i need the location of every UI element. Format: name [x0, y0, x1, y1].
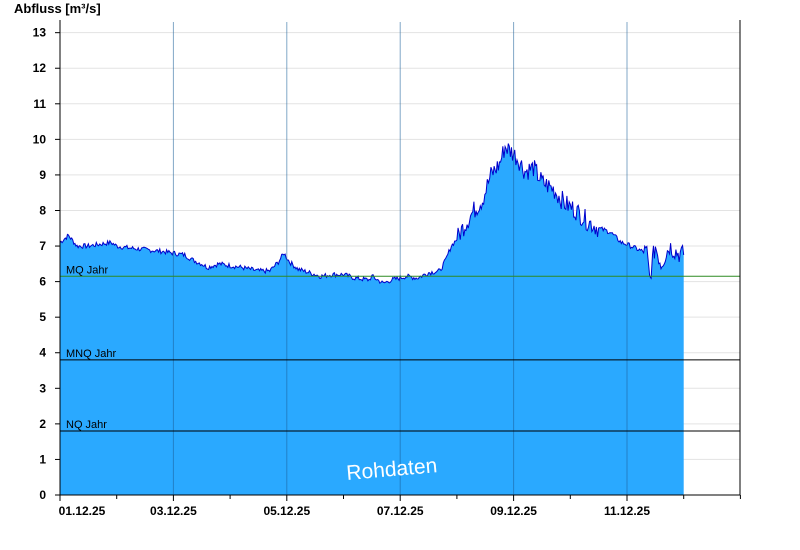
discharge-line — [59, 143, 685, 284]
y-tick-label: 2 — [39, 417, 46, 431]
x-tick-label: 07.12.25 — [377, 504, 424, 518]
y-tick-label: 5 — [39, 310, 46, 324]
vertical-day-lines — [172, 22, 628, 495]
y-tick-label: 7 — [39, 239, 46, 253]
x-tick-label: 03.12.25 — [150, 504, 197, 518]
x-tick-label: 09.12.25 — [490, 504, 537, 518]
y-tick-label: 6 — [39, 275, 46, 289]
y-tick-label: 12 — [33, 61, 47, 75]
y-tick-label: 4 — [39, 346, 46, 360]
y-axis-label: Abfluss [m³/s] — [14, 1, 101, 16]
x-tick-label: 11.12.25 — [604, 504, 650, 518]
x-tick-label: 01.12.25 — [59, 504, 106, 518]
x-axis-ticks: 01.12.25 03.12.25 05.12.25 07.12.25 09.12.25… — [59, 495, 741, 518]
y-tick-label: 10 — [33, 132, 47, 146]
reference-lines: MQ Jahr MNQ Jahr NQ Jahr — [60, 264, 740, 432]
reference-line-label: NQ Jahr — [66, 419, 107, 431]
y-tick-label: 1 — [39, 452, 46, 466]
y-tick-label: 0 — [39, 488, 46, 502]
y-tick-label: 11 — [33, 97, 46, 111]
discharge-area — [60, 143, 684, 495]
y-tick-label: 9 — [39, 168, 46, 182]
y-tick-label: 13 — [33, 26, 47, 40]
y-tick-label: 8 — [39, 203, 46, 217]
data-area-layer — [59, 143, 685, 495]
reference-line-label: MNQ Jahr — [66, 348, 116, 360]
reference-line-label: MQ Jahr — [66, 264, 109, 276]
x-tick-label: 05.12.25 — [263, 504, 310, 518]
y-tick-label: 3 — [39, 381, 46, 395]
